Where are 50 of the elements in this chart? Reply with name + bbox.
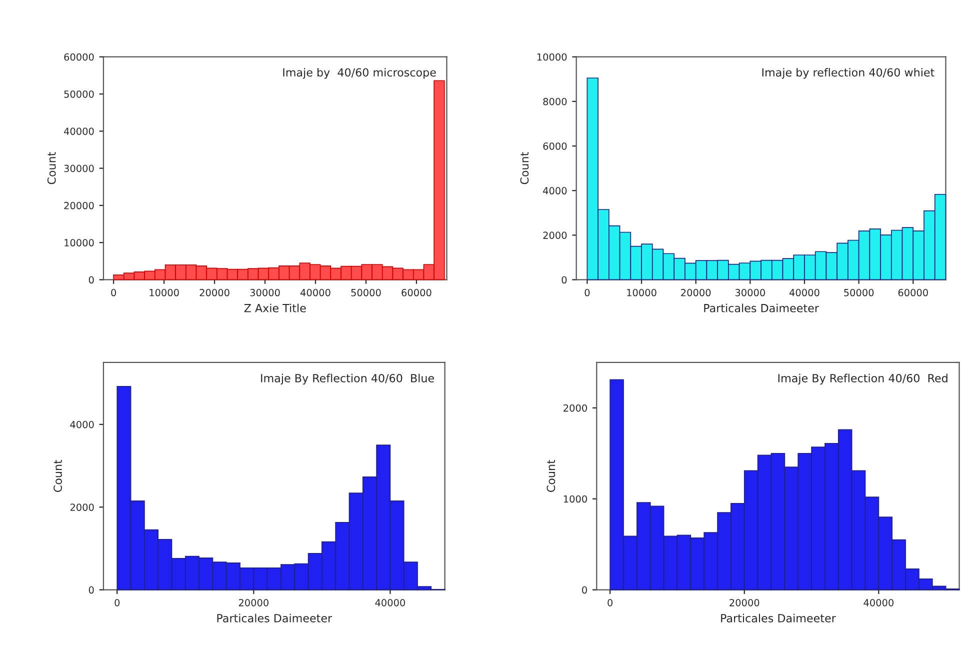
y-tick-label: 40000: [64, 128, 94, 135]
x-tick-label: 0: [114, 598, 120, 606]
x-axis-title: Particales Daimeeter: [721, 614, 836, 622]
y-axis-title: Count: [546, 460, 556, 492]
y-tick-label: 10000: [537, 53, 567, 61]
y-tick-label: 8000: [543, 98, 567, 106]
annotation: Imaje by reflection 40/60 whiet: [762, 68, 934, 79]
y-axis-title: Count: [47, 152, 56, 184]
x-tick-label: 40000: [300, 288, 330, 296]
x-tick-label: 60000: [898, 288, 928, 296]
y-tick-label: 2000: [70, 504, 94, 511]
y-tick-label: 0: [88, 276, 94, 284]
x-tick-label: 20000: [730, 598, 760, 606]
x-tick-label: 10000: [627, 288, 656, 296]
x-tick-label: 40000: [864, 598, 894, 606]
x-tick-label: 40000: [790, 288, 820, 296]
annotation: Imaje by 40/60 microscope: [283, 68, 436, 79]
x-tick-label: 50000: [351, 288, 381, 296]
y-tick-label: 0: [88, 586, 94, 594]
x-axis-title: Particales Daimeeter: [704, 304, 819, 312]
y-tick-label: 1000: [564, 495, 587, 503]
y-tick-label: 2000: [543, 232, 567, 239]
x-axis-title: Z Axie Title: [244, 304, 306, 312]
y-tick-label: 0: [582, 586, 587, 594]
x-tick-label: 20000: [681, 288, 711, 296]
x-tick-label: 40000: [375, 598, 406, 606]
x-tick-label: 30000: [735, 288, 765, 296]
y-axis-title: Count: [54, 460, 62, 492]
y-tick-label: 60000: [64, 53, 94, 61]
x-tick-label: 0: [608, 598, 613, 606]
y-axis-title: Count: [520, 152, 529, 184]
x-tick-label: 10000: [150, 288, 179, 296]
y-tick-label: 2000: [564, 404, 587, 412]
annotation: Imaje By Reflection 40/60 Red: [778, 374, 948, 385]
x-tick-label: 20000: [238, 598, 268, 606]
x-tick-label: 20000: [200, 288, 230, 296]
y-tick-label: 20000: [64, 202, 94, 210]
annotation: Imaje By Reflection 40/60 Blue: [261, 374, 434, 385]
x-tick-label: 30000: [250, 288, 280, 296]
x-tick-label: 50000: [844, 288, 874, 296]
x-tick-label: 0: [111, 288, 116, 296]
x-axis-title: Particales Daimeeter: [217, 614, 332, 622]
y-tick-label: 4000: [70, 420, 94, 428]
y-tick-label: 50000: [64, 90, 94, 98]
y-tick-label: 10000: [64, 239, 94, 246]
y-tick-label: 0: [562, 276, 567, 284]
y-tick-label: 30000: [64, 164, 94, 172]
y-tick-label: 4000: [543, 187, 567, 194]
y-tick-label: 6000: [543, 142, 567, 150]
x-tick-label: 60000: [402, 288, 432, 296]
